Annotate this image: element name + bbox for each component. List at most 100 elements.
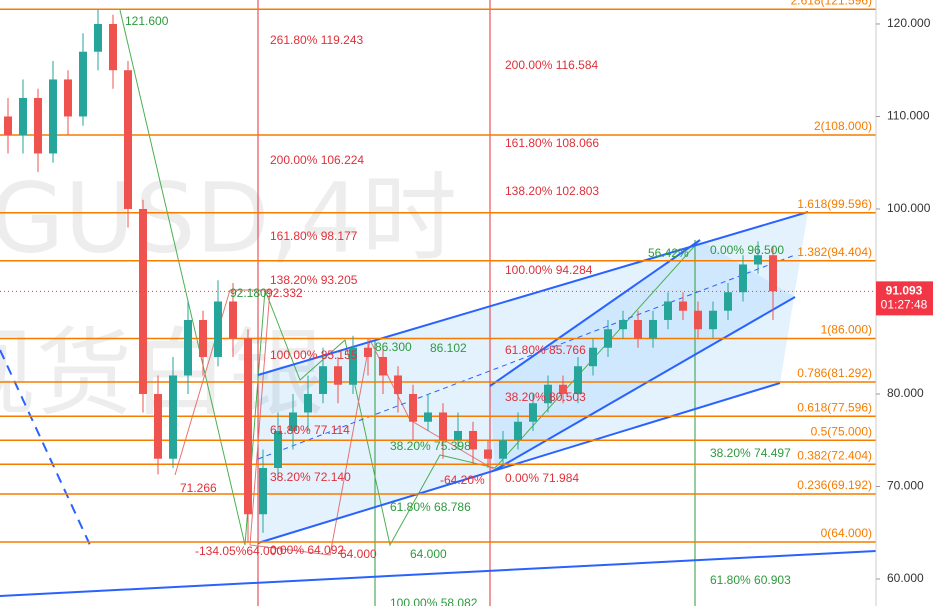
candle-body xyxy=(184,319,192,376)
channel-line xyxy=(489,239,701,387)
annotation: 86.102 xyxy=(430,341,467,355)
fib-label: 1(86.000) xyxy=(821,323,872,337)
annotation: 61.80% 85.766 xyxy=(505,343,586,357)
candle-body xyxy=(199,319,207,357)
candle-body xyxy=(559,384,567,394)
countdown: 01:27:48 xyxy=(881,298,928,312)
candle-body xyxy=(304,393,312,413)
fib-label: 1.382(94.404) xyxy=(797,245,872,259)
y-tick-label: 120.000 xyxy=(887,16,931,30)
fib-label: 0.382(72.404) xyxy=(797,448,872,462)
annotation: 64.000 xyxy=(340,547,377,561)
fib-label: 0.5(75.000) xyxy=(811,424,872,438)
candle-body xyxy=(319,366,327,394)
last-price-label: 91.093 xyxy=(886,284,923,298)
annotation: 0.00% 96.500 xyxy=(710,243,784,257)
candle-body xyxy=(754,255,762,265)
channel-fill xyxy=(490,240,795,470)
fib-label: 0.618(77.596) xyxy=(797,400,872,414)
candle-body xyxy=(49,79,57,154)
annotation: -134.05%64.000 xyxy=(195,544,283,558)
annotation: 61.80% 60.903 xyxy=(710,573,791,587)
channel-line xyxy=(257,382,781,544)
candle-body xyxy=(424,412,432,422)
y-tick-label: 100.000 xyxy=(887,201,931,215)
fib-label: 1.618(99.596) xyxy=(797,197,872,211)
fib-label: 0.786(81.292) xyxy=(797,366,872,380)
annotation: 92.332 xyxy=(266,286,303,300)
candle-body xyxy=(109,23,117,71)
candle-body xyxy=(544,384,552,404)
candle-body xyxy=(664,301,672,320)
channel-line xyxy=(494,296,796,471)
candle-body xyxy=(364,347,372,357)
annotation: 38.20% 80.503 xyxy=(505,390,586,404)
candle-body xyxy=(694,310,702,330)
candle-body xyxy=(169,375,177,459)
candle-body xyxy=(139,208,147,394)
annotation: 261.80% 119.243 xyxy=(270,33,364,47)
candle-body xyxy=(619,319,627,330)
candle-body xyxy=(634,319,642,339)
candle-body xyxy=(439,412,447,441)
fib-label: 0.236(69.192) xyxy=(797,478,872,492)
candle-body xyxy=(274,430,282,468)
annotation: 161.80% 108.066 xyxy=(505,136,599,150)
annotation: 92.180 xyxy=(230,286,267,300)
annotation: 100.00% 94.284 xyxy=(505,263,593,277)
channel-fill xyxy=(258,212,808,543)
y-tick-label: 110.000 xyxy=(887,109,930,123)
y-tick-label: 70.000 xyxy=(887,479,924,493)
candle-body xyxy=(484,449,492,459)
annotation: 200.00% 106.224 xyxy=(270,153,364,167)
annotation: 61.80% 68.786 xyxy=(390,500,471,514)
candle-body xyxy=(454,430,462,441)
annotation: 121.600 xyxy=(125,14,169,28)
annotation: 138.20% 93.205 xyxy=(270,273,358,287)
candle-body xyxy=(244,338,252,515)
candle-body xyxy=(64,79,72,117)
candle-body xyxy=(259,467,267,515)
candle-body xyxy=(649,319,657,339)
candle-body xyxy=(409,393,417,422)
annotation: -64.20% xyxy=(440,473,485,487)
annotation: 138.20% 102.803 xyxy=(505,184,599,198)
fib-label: 2.618(121.596) xyxy=(791,0,872,7)
annotation: 0.00% 64.092 xyxy=(270,543,344,557)
candle-body xyxy=(499,440,507,459)
trend-line xyxy=(0,550,877,597)
annotation: 161.80% 98.177 xyxy=(270,229,358,243)
candle-body xyxy=(589,347,597,367)
channel-midline xyxy=(257,254,796,460)
annotation: 200.00% 116.584 xyxy=(505,58,599,72)
candle-body xyxy=(34,97,42,154)
annotation: 100.00% 85.155 xyxy=(270,348,358,362)
candle-body xyxy=(79,51,87,117)
candle-body xyxy=(289,412,297,431)
annotation: 38.20% 75.398 xyxy=(390,439,471,453)
candle-body xyxy=(349,347,357,385)
candle-body xyxy=(379,356,387,376)
candle-body xyxy=(709,310,717,330)
candle-body xyxy=(19,97,27,135)
annotation: 86.300 xyxy=(375,340,412,354)
candle-body xyxy=(469,430,477,450)
candle-body xyxy=(154,393,162,459)
candle-body xyxy=(94,23,102,52)
fib-label: 0(64.000) xyxy=(821,526,872,540)
candle-body xyxy=(604,329,612,348)
annotation: 61.80% 77.114 xyxy=(270,423,350,437)
candle-body xyxy=(514,421,522,441)
candle-body xyxy=(724,292,732,311)
annotation: 100.00% 58.082 xyxy=(390,596,478,606)
candle-body xyxy=(739,264,747,293)
annotation: 64.000 xyxy=(410,547,447,561)
candle-body xyxy=(4,116,12,135)
last-price-box xyxy=(876,281,933,316)
y-tick-label: 80.000 xyxy=(887,386,924,400)
candle-body xyxy=(334,366,342,385)
candle-body xyxy=(529,403,537,422)
y-tick-label: 60.000 xyxy=(887,571,924,585)
watermark: GUSD,4时 xyxy=(0,162,457,274)
candle-body xyxy=(394,375,402,394)
